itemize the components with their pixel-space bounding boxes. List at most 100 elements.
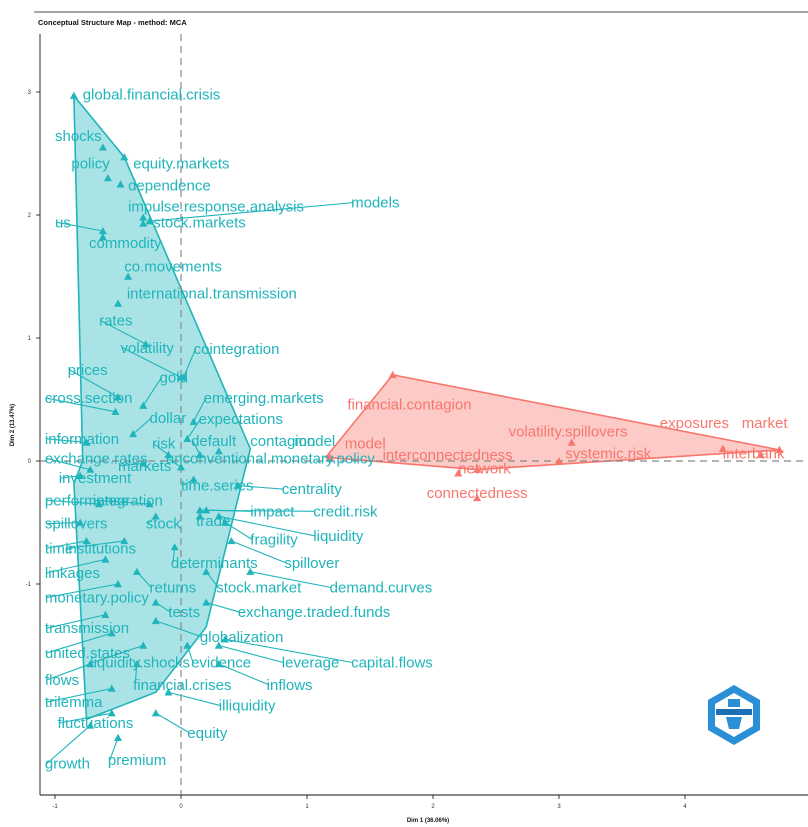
label-cointegration: cointegration [194,341,280,358]
point-transmission [101,610,110,618]
x-tick-label-3: 3 [557,804,561,810]
leader-gold [142,376,163,406]
leader-linkages [46,558,106,574]
leader-unconventional.monetary.policy [167,458,182,468]
leader-us [56,221,103,232]
bibliometrix-logo [708,685,760,745]
label-exchange.rates: exchange.rates [45,450,148,467]
label-impulse.response.analysis: impulse.response.analysis [128,198,304,215]
point-expectations [183,434,192,443]
leader-default [192,440,201,456]
point-growth [86,721,95,729]
point-emerging.markets [189,417,198,425]
label-credit.risk: credit.risk [313,503,378,520]
point-cross.section [111,407,120,415]
leader-prices [69,369,119,398]
label-contagion: contagion [250,433,315,450]
label-spillovers: spillovers [45,516,108,533]
label-policy: policy [71,155,110,172]
leader-exchange.traded.funds [206,601,240,613]
label-prices: prices [68,362,108,379]
label-commodity: commodity [89,235,162,252]
label-centrality: centrality [282,481,343,498]
label-cross.section: cross.section [45,390,133,407]
label-interbank: interbank [723,446,785,463]
point-policy [103,174,112,182]
point-illiquidity [164,688,173,696]
point-markers [69,91,784,741]
label-financial.contagion: financial.contagion [347,396,471,413]
logo-glyph [726,717,742,729]
label-global.financial.crisis: global.financial.crisis [83,86,221,103]
point-global.financial.crisis [69,91,78,99]
point-trilemma [107,684,116,692]
point-shocks [98,143,107,151]
label-premium: premium [108,752,166,769]
point-international.transmission [114,299,122,307]
label-impact: impact [250,503,295,520]
leader-globalization [155,620,203,638]
y-axis-title: Dim 2 (13.47%) [10,404,16,446]
label-trilemma: trilemma [45,694,103,711]
label-co.movements: co.movements [124,259,222,276]
point-risk [164,450,173,459]
y-tick-label--1: -1 [26,582,32,588]
label-unconventional.monetary.policy: unconventional.monetary.policy [166,450,376,467]
label-us: us [55,214,71,231]
point-globalization [151,616,160,625]
label-model: model [345,436,386,453]
leader-information [46,438,87,444]
label-exchange.traded.funds: exchange.traded.funds [238,604,391,621]
leader-credit.risk [199,509,316,512]
leader-flows [46,663,91,681]
label-network: network [458,460,511,477]
label-liquidity: liquidity [313,528,364,545]
leader-united.states [46,632,112,654]
leader-integration [94,499,150,505]
point-us [98,226,107,235]
leader-risk [153,443,169,456]
label-international.transmission: international.transmission [127,286,297,303]
label-systemic.risk: systemic.risk [565,446,651,463]
label-risk: risk [152,436,176,453]
leader-exchange.rates [46,457,91,471]
label-institutions: institutions [65,540,136,557]
label-shocks: shocks [55,128,102,145]
leader-inflows [218,663,269,686]
label-time: time [45,540,73,557]
point-institutions [120,536,129,545]
point-stock [151,512,160,520]
point-integration [145,500,154,508]
point-systemic.risk [555,457,563,465]
label-stock: stock [146,516,182,533]
label-illiquidity: illiquidity [219,698,276,715]
point-stock.market [202,567,211,575]
label-connectedness: connectedness [427,485,528,502]
point-fluctuations [107,709,116,717]
point-linkages [101,555,110,563]
label-stock.markets: stock.markets [153,214,246,231]
label-linkages: linkages [45,565,100,582]
point-capital.flows [221,635,230,643]
label-models: models [351,195,399,212]
leader-illiquidity [168,691,221,707]
point-information [82,438,91,446]
leader-expectations [186,418,202,440]
label-fluctuations: fluctuations [58,715,134,732]
label-evidence: evidence [191,655,251,672]
reference-lines [40,34,808,795]
point-fragility [221,518,230,526]
point-interbank [756,450,765,459]
point-default [195,450,204,459]
label-stock.market: stock.market [216,580,302,597]
point-exposures [718,444,727,452]
label-emerging.markets: emerging.markets [204,390,324,407]
logo-top [728,699,740,707]
point-financial.contagion [388,370,397,379]
leader-cointegration [183,348,197,378]
leader-fluctuations [59,712,112,724]
point-stock.markets [139,213,148,221]
label-volatility.spillovers: volatility.spillovers [509,423,628,440]
leader-emerging.markets [193,397,207,422]
label-inflows: inflows [267,677,313,694]
